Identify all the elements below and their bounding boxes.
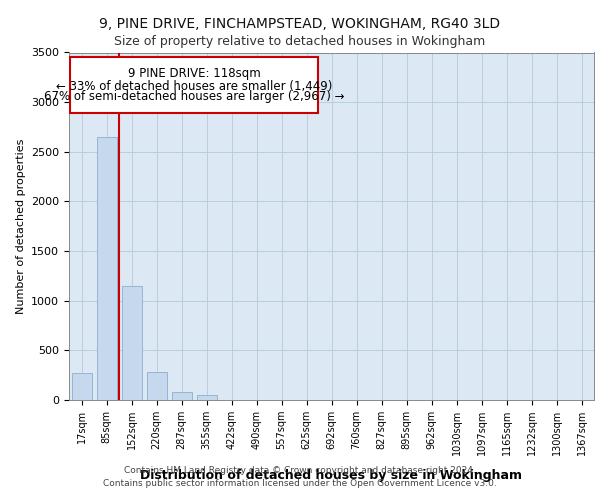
Text: Contains HM Land Registry data © Crown copyright and database right 2024.
Contai: Contains HM Land Registry data © Crown c…: [103, 466, 497, 487]
Bar: [97, 137, 116, 400]
Text: 9 PINE DRIVE: 118sqm: 9 PINE DRIVE: 118sqm: [128, 68, 260, 80]
Text: Size of property relative to detached houses in Wokingham: Size of property relative to detached ho…: [115, 35, 485, 48]
Bar: [71, 373, 91, 400]
Bar: [172, 392, 191, 400]
Text: ← 33% of detached houses are smaller (1,449): ← 33% of detached houses are smaller (1,…: [56, 80, 332, 93]
Bar: [146, 372, 167, 400]
Text: 9, PINE DRIVE, FINCHAMPSTEAD, WOKINGHAM, RG40 3LD: 9, PINE DRIVE, FINCHAMPSTEAD, WOKINGHAM,…: [100, 18, 500, 32]
FancyBboxPatch shape: [70, 58, 318, 113]
Bar: [121, 286, 142, 400]
Y-axis label: Number of detached properties: Number of detached properties: [16, 138, 26, 314]
Text: 67% of semi-detached houses are larger (2,967) →: 67% of semi-detached houses are larger (…: [44, 90, 344, 103]
X-axis label: Distribution of detached houses by size in Wokingham: Distribution of detached houses by size …: [140, 469, 523, 482]
Bar: [197, 395, 217, 400]
